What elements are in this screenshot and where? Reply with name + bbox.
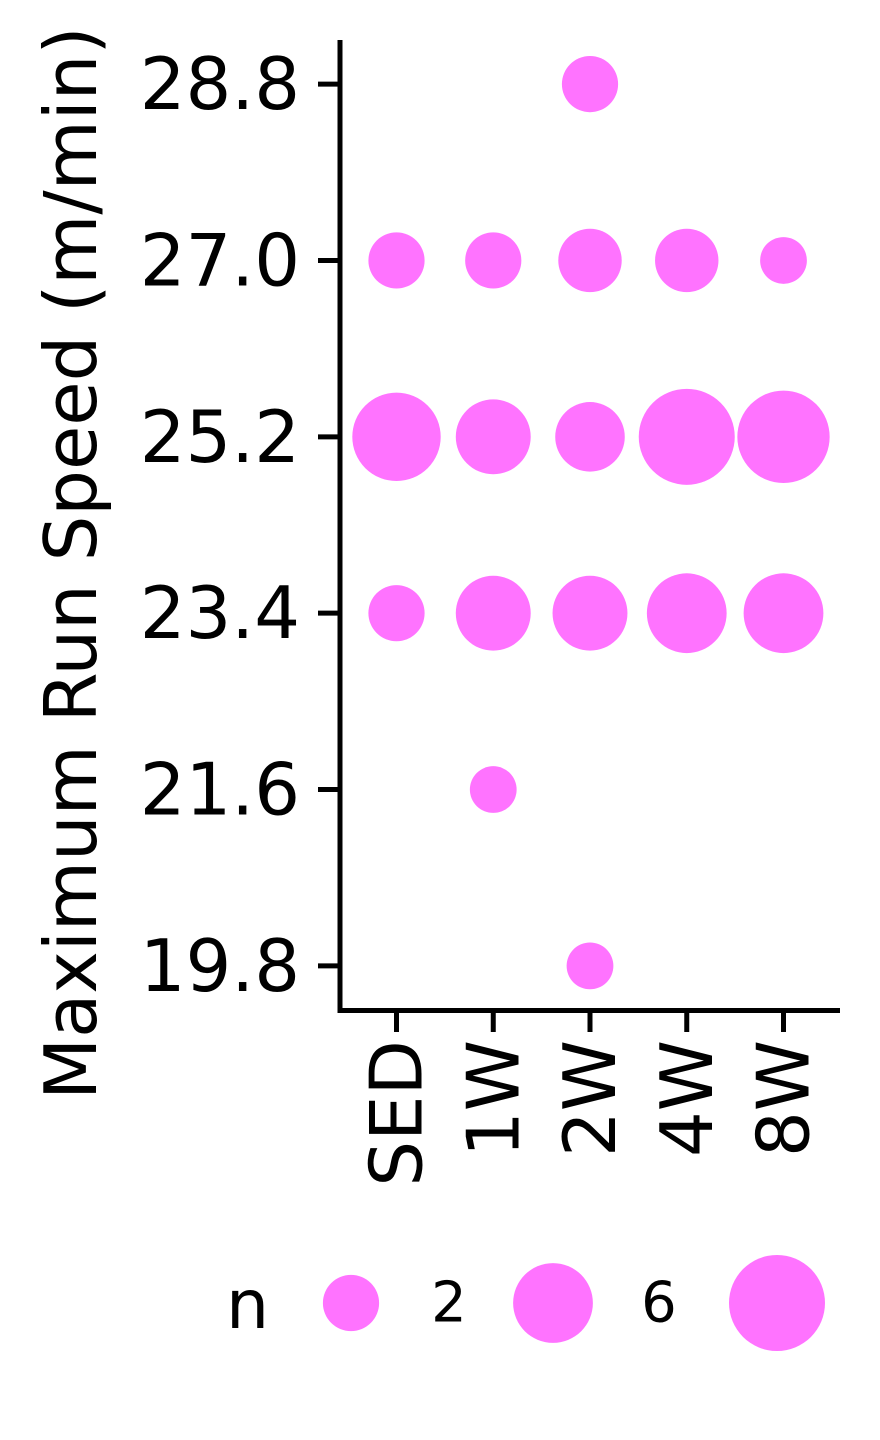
data-point (638, 388, 735, 485)
x-tick-label: 1W (451, 1040, 535, 1157)
data-point (760, 237, 807, 284)
data-point (555, 402, 625, 472)
x-tick-label: 2W (548, 1040, 632, 1157)
y-axis-title: Maximum Run Speed (m/min) (29, 26, 113, 1100)
legend-key (322, 1274, 380, 1332)
data-point (368, 232, 425, 289)
data-point (655, 228, 719, 293)
y-tick-label: 28.8 (140, 42, 300, 126)
data-point (558, 228, 622, 293)
points-layer (352, 55, 830, 990)
legend-title: n (226, 1266, 269, 1345)
y-tick-label: 23.4 (140, 571, 300, 655)
x-tick-label: 8W (742, 1040, 826, 1157)
x-ticks-layer: SED 1W 2W 4W 8W (355, 1010, 826, 1187)
y-tick-label: 19.8 (140, 924, 300, 1008)
data-point (737, 390, 830, 483)
data-point (455, 575, 531, 651)
y-tick-label: 27.0 (140, 218, 300, 302)
data-point (552, 575, 628, 651)
legend-label: 6 (641, 1271, 677, 1336)
x-tick-label: SED (355, 1040, 439, 1187)
data-point (455, 399, 531, 475)
data-point (646, 573, 727, 654)
legend-key (513, 1263, 593, 1343)
y-tick-label: 25.2 (140, 395, 300, 479)
y-ticks-layer: 19.8 21.6 23.4 25.2 27.0 28.8 (140, 42, 340, 1008)
legend-label: 2 (431, 1271, 467, 1336)
data-point (368, 585, 425, 642)
x-tick-label: 4W (645, 1040, 729, 1157)
legend-key (729, 1255, 825, 1351)
data-point (465, 232, 522, 289)
data-point (561, 55, 619, 113)
data-point (743, 573, 824, 654)
data-point (352, 392, 441, 482)
legend: n 2 6 (226, 1255, 825, 1351)
y-tick-label: 21.6 (140, 748, 300, 832)
data-point (469, 766, 517, 813)
data-point (566, 942, 614, 990)
